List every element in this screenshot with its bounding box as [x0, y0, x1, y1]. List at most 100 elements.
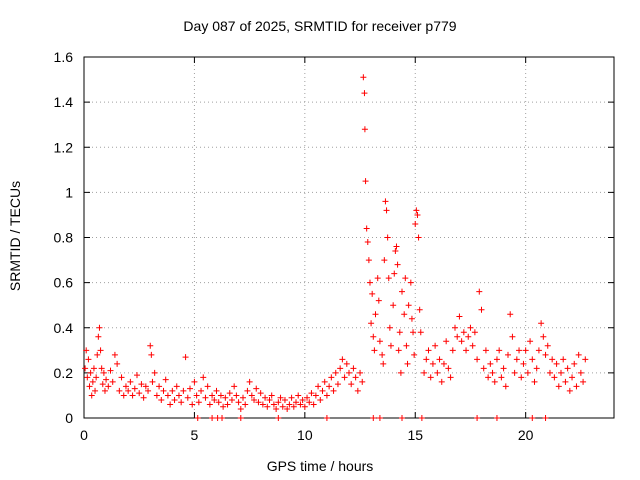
data-point [114, 360, 121, 367]
data-point [315, 383, 322, 390]
data-point [138, 381, 145, 388]
data-point [259, 401, 266, 408]
data-point [371, 347, 378, 354]
data-point [415, 234, 422, 241]
data-point [105, 383, 112, 390]
y-tick-label: 1.2 [54, 139, 74, 155]
data-point [469, 342, 476, 349]
data-point [148, 351, 155, 358]
data-point [330, 387, 337, 394]
data-point [346, 369, 352, 376]
data-point [122, 383, 129, 390]
data-point [370, 333, 377, 340]
data-point [244, 387, 251, 394]
y-tick-label: 0 [65, 410, 73, 426]
data-point [187, 385, 193, 392]
data-point [273, 405, 280, 412]
data-point [496, 347, 503, 354]
data-point [275, 415, 282, 421]
data-point [432, 342, 439, 349]
data-point [231, 383, 238, 390]
data-point [134, 372, 140, 379]
data-point [354, 387, 361, 394]
y-tick-label: 1.6 [54, 49, 74, 65]
data-point [382, 198, 389, 205]
data-point [480, 365, 487, 372]
data-point [131, 385, 138, 392]
data-point [92, 387, 99, 394]
data-point [290, 403, 297, 410]
data-point [182, 354, 189, 361]
data-point [262, 394, 269, 401]
data-point [529, 356, 536, 363]
data-point [361, 90, 368, 97]
data-point [542, 415, 549, 421]
data-point [228, 396, 235, 403]
data-point [334, 381, 341, 388]
data-point [518, 374, 525, 381]
data-point [505, 351, 511, 358]
data-point [100, 369, 107, 376]
data-point [140, 394, 147, 401]
data-point [566, 387, 573, 394]
data-point [474, 356, 481, 363]
data-point [421, 369, 428, 376]
x-tick-label: 0 [80, 427, 88, 443]
data-point [253, 385, 260, 392]
data-point [184, 394, 191, 401]
data-point [549, 356, 556, 363]
y-tick-label: 1 [65, 184, 73, 200]
data-point [83, 347, 90, 354]
data-point [306, 399, 313, 406]
data-point [573, 383, 580, 390]
data-point [440, 360, 447, 367]
x-tick-label: 15 [407, 427, 423, 443]
data-point [248, 392, 255, 399]
data-point [569, 374, 576, 381]
data-point [369, 290, 376, 297]
data-point [194, 415, 201, 421]
data-point [458, 338, 465, 345]
data-point [251, 396, 258, 403]
data-point [562, 378, 569, 385]
data-point [103, 376, 110, 383]
data-point [509, 333, 516, 340]
data-point [370, 415, 377, 421]
data-point [407, 279, 414, 286]
data-point [310, 401, 317, 408]
data-point [447, 374, 454, 381]
data-point [217, 392, 224, 399]
data-point [414, 211, 421, 218]
data-point [189, 401, 196, 408]
data-point [219, 415, 226, 421]
data-point [511, 369, 518, 376]
data-point [445, 365, 452, 372]
data-point [394, 261, 401, 268]
data-point [520, 360, 527, 367]
data-point [357, 369, 364, 376]
data-point [211, 396, 218, 403]
data-point [164, 392, 171, 399]
data-point [405, 302, 412, 309]
data-point [82, 365, 89, 372]
data-point [240, 394, 246, 401]
data-point [87, 369, 94, 376]
data-point [233, 392, 240, 399]
data-point [374, 275, 381, 282]
data-point [116, 387, 123, 394]
data-point [410, 329, 417, 336]
data-point [487, 360, 494, 367]
data-point [485, 374, 492, 381]
data-point [404, 360, 411, 367]
data-point [385, 275, 392, 282]
data-point [286, 401, 293, 408]
data-point [167, 401, 174, 408]
data-point [362, 178, 369, 185]
data-point [213, 387, 220, 394]
data-point [293, 399, 299, 406]
data-point [224, 401, 231, 408]
data-point [493, 356, 500, 363]
data-point [295, 392, 302, 399]
data-point [151, 369, 158, 376]
